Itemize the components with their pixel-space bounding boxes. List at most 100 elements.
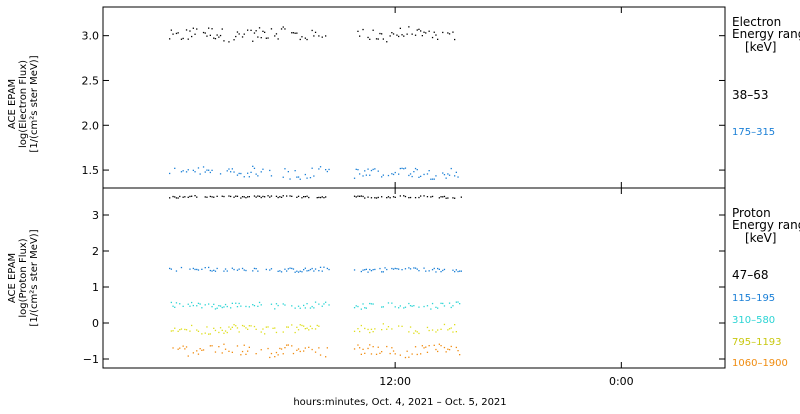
data-point [241,196,244,198]
data-point [262,195,264,198]
data-point [231,326,233,328]
data-point [401,269,403,271]
data-point [296,176,298,178]
data-point [442,172,444,174]
data-point [202,166,205,168]
data-point [294,170,296,172]
data-point [192,352,194,354]
data-point [213,196,215,198]
data-point [286,270,288,272]
data-point [398,35,400,38]
data-point [228,41,230,43]
data-point [282,353,284,355]
data-point [214,38,217,40]
data-point [452,331,454,333]
data-point [409,196,412,199]
data-point [428,270,430,272]
data-point [403,168,405,170]
data-point [447,329,449,331]
data-point [170,29,172,31]
data-point [247,196,249,198]
data-point [182,305,184,307]
data-point [221,352,223,354]
data-point [304,196,306,198]
data-point [236,345,239,347]
data-point [270,28,273,30]
data-point [182,345,184,347]
data-point [386,328,388,330]
data-point [194,171,196,173]
data-point [408,302,410,305]
data-point [447,197,449,199]
data-point [431,36,434,39]
data-point [389,35,391,37]
data-point [357,30,359,32]
data-point [180,266,183,269]
data-point [433,31,435,33]
data-point [257,195,259,197]
data-point [359,347,361,349]
data-point [241,350,244,353]
data-point [369,344,371,346]
electron-ylabel-line-3: [1/(cm²s ster MeV)] [29,55,40,152]
data-point [457,270,459,273]
data-point [177,330,179,332]
data-point [219,34,222,37]
data-point [308,269,310,272]
data-point [399,27,401,29]
data-point [252,270,254,272]
data-point [208,333,210,335]
data-point [208,266,210,269]
data-point [296,196,298,198]
data-point [250,29,252,31]
data-point [306,270,308,272]
data-point [275,303,278,305]
data-point [326,267,328,270]
data-point [318,347,320,349]
data-point [369,268,371,271]
data-point [304,267,306,269]
data-point [209,34,211,36]
data-point [189,305,191,307]
data-point [391,267,393,270]
data-point [228,350,230,352]
data-point [253,267,256,270]
data-point [257,305,259,307]
data-point [202,349,205,351]
data-point [204,196,206,198]
data-point [369,302,371,305]
data-point [187,169,189,171]
data-point [211,345,213,347]
data-point [321,305,323,307]
data-point [294,32,296,34]
proton-y-axis: −1 0 1 2 3 [83,188,725,368]
data-point [379,352,381,354]
data-point [296,349,298,351]
data-point [270,195,273,197]
data-point [197,269,200,271]
data-point [357,169,359,171]
data-point [248,176,250,178]
data-point [306,177,308,179]
data-point [245,269,247,272]
data-point [404,195,407,198]
data-point [414,346,417,348]
data-point [426,305,429,307]
data-point [291,345,293,347]
data-point [250,171,252,173]
data-point [235,302,237,304]
data-point [443,268,446,271]
data-point [192,169,194,171]
data-point [433,178,435,180]
data-point [247,172,249,174]
data-point [442,31,444,34]
data-point [430,178,432,180]
data-point [253,305,256,307]
data-point [448,174,451,176]
data-point [240,172,242,175]
data-point [448,302,451,304]
data-point [286,344,288,346]
data-point [282,176,284,178]
data-point [303,269,305,271]
data-point [353,348,356,350]
